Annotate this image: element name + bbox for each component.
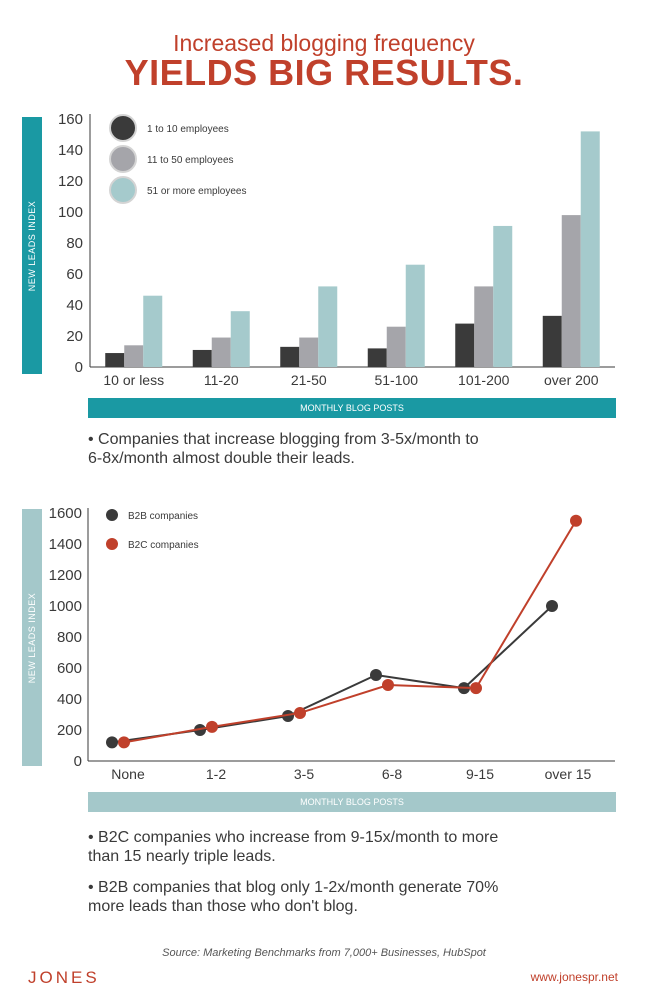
line-chart-y-tick-label: 1600	[49, 505, 82, 522]
bar-1	[542, 315, 562, 367]
bar-2	[299, 337, 319, 367]
bar-note-line-2: 6-8x/month almost double their leads.	[88, 450, 355, 467]
line-chart-y-tick-label: 400	[57, 691, 82, 708]
bar-chart-y-tick-label: 20	[66, 328, 83, 345]
line-chart-x-label: MONTHLY BLOG POSTS	[300, 797, 404, 807]
bar-2	[211, 337, 231, 367]
data-point	[470, 682, 482, 695]
bar-chart-y-tick-label: 140	[58, 142, 83, 159]
line-chart-x-tick-label: 9-15	[466, 766, 494, 782]
line-chart-note-a: • B2C companies who increase from 9-15x/…	[88, 828, 628, 866]
legend-marker	[109, 176, 137, 204]
data-point	[282, 710, 294, 723]
bar-3	[405, 264, 425, 367]
bar-chart-y-tick-label: 160	[58, 111, 83, 128]
line-note-b-line-1: • B2B companies that blog only 1-2x/mont…	[88, 879, 499, 896]
line-chart-y-tick-label: 800	[57, 629, 82, 646]
bar-chart-y-tick-label: 60	[66, 266, 83, 283]
bar-chart-x-tick-label: 21-50	[291, 372, 327, 388]
bar-chart-note: • Companies that increase blogging from …	[88, 430, 628, 468]
line-note-b-line-2: more leads than those who don't blog.	[88, 898, 358, 915]
bar-1	[280, 346, 300, 367]
legend-label: 1 to 10 employees	[147, 124, 229, 135]
line-chart-y-tick-label: 1400	[49, 536, 82, 553]
line-chart-y-tick-label: 1000	[49, 598, 82, 615]
legend-marker	[109, 145, 137, 173]
bar-chart-x-tick-label: 11-20	[204, 372, 239, 388]
bar-chart-y-tick-label: 80	[66, 235, 83, 252]
data-point	[106, 736, 118, 749]
line-chart-y-tick-label: 1200	[49, 567, 82, 584]
bar-1	[105, 353, 125, 367]
line-note-a-line-1: • B2C companies who increase from 9-15x/…	[88, 829, 499, 846]
legend-marker	[106, 509, 118, 521]
bar-chart-x-label-bar: MONTHLY BLOG POSTS	[88, 398, 616, 418]
line-chart-y-tick-label: 600	[57, 660, 82, 677]
source-text: Source: Marketing Benchmarks from 7,000+…	[162, 947, 486, 959]
bar-chart-x-tick-label: 101-200	[458, 372, 510, 388]
line-chart-x-tick-label: None	[111, 766, 145, 782]
legend-label: 11 to 50 employees	[147, 155, 234, 166]
data-point	[118, 736, 130, 749]
bar-3	[580, 131, 600, 367]
legend-marker	[106, 538, 118, 550]
bar-chart-y-tick-label: 120	[58, 173, 83, 190]
bar-3	[493, 225, 513, 367]
legend-marker	[109, 114, 137, 142]
bar-3	[143, 295, 163, 367]
website-url: www.jonespr.net	[530, 970, 618, 984]
legend-label: 51 or more employees	[147, 186, 247, 197]
line-chart-x-tick-label: 3-5	[294, 766, 314, 782]
bar-2	[561, 215, 581, 367]
data-point	[570, 514, 582, 527]
series-line-1	[111, 605, 553, 744]
data-point	[370, 668, 382, 681]
line-chart-note-b: • B2B companies that blog only 1-2x/mont…	[88, 878, 628, 916]
bar-chart-x-tick-label: 10 or less	[103, 372, 164, 388]
bar-chart-x-tick-label: 51-100	[374, 372, 418, 388]
bar-chart-y-tick-label: 0	[75, 359, 83, 376]
bar-1	[192, 349, 212, 367]
bar-chart: 0 20 40 60 80 100 120 140 160 10 or less 11-20 21-5…	[58, 111, 615, 388]
bar-1	[367, 348, 387, 367]
data-point	[294, 706, 306, 719]
bar-2	[474, 286, 494, 367]
line-note-a-line-2: than 15 nearly triple leads.	[88, 848, 276, 865]
bar-3	[230, 311, 250, 367]
data-point	[546, 600, 558, 612]
bar-2	[124, 345, 144, 367]
bar-chart-y-tick-label: 40	[66, 297, 83, 314]
line-chart-x-tick-label: over 15	[545, 766, 592, 782]
data-point	[382, 679, 394, 692]
line-chart-y-tick-label: 0	[74, 753, 82, 770]
line-chart-x-tick-label: 6-8	[382, 766, 402, 782]
bar-chart-y-label-bar: NEW LEADS INDEX	[22, 117, 42, 374]
line-chart-x-tick-label: 1-2	[206, 766, 226, 782]
line-chart-x-label-bar: MONTHLY BLOG POSTS	[88, 792, 616, 812]
bar-2	[386, 326, 406, 367]
bar-chart-y-tick-label: 100	[58, 204, 83, 221]
legend-label: B2B companies	[128, 511, 198, 522]
line-chart: 0 200 400 600 800 1000 1200 1400 1600 None 1-2 3-5 6…	[49, 505, 615, 782]
series-line-2	[123, 520, 577, 744]
title-line-2: YIELDS BIG RESULTS.	[124, 52, 524, 93]
data-point	[206, 720, 218, 733]
bar-chart-x-tick-label: over 200	[544, 372, 599, 388]
bar-1	[455, 323, 475, 367]
bar-note-line-1: • Companies that increase blogging from …	[88, 431, 479, 448]
bar-chart-x-label: MONTHLY BLOG POSTS	[300, 403, 404, 413]
title-line-1: Increased blogging frequency	[173, 30, 475, 56]
line-chart-y-tick-label: 200	[57, 722, 82, 739]
line-chart-y-label-bar: NEW LEADS INDEX	[22, 509, 42, 766]
jones-logo: JONES	[28, 968, 100, 987]
bar-3	[318, 286, 338, 367]
legend-label: B2C companies	[128, 540, 199, 551]
